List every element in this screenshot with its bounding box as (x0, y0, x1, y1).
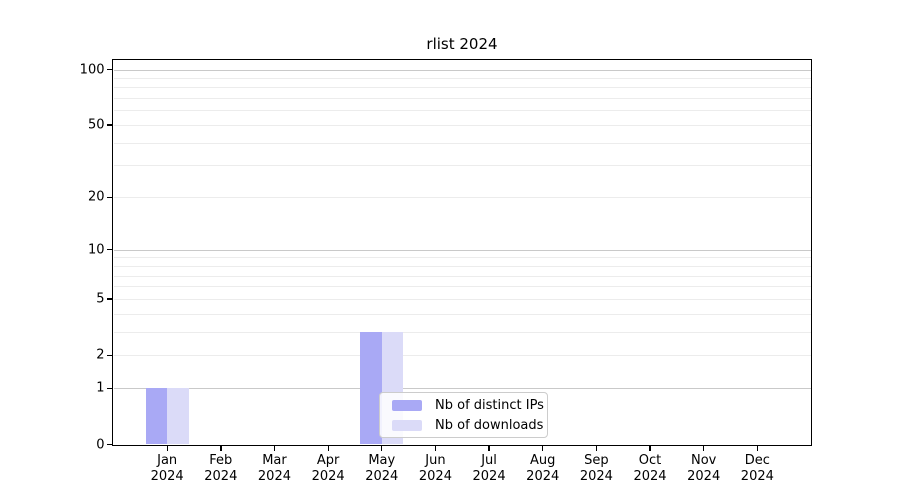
y-gridline-minor (113, 265, 811, 267)
x-tick-year: 2024 (633, 468, 667, 484)
x-tick-mark (434, 446, 437, 451)
x-tick-year: 2024 (418, 468, 452, 484)
x-tick-year: 2024 (579, 468, 613, 484)
x-tick-label: Dec 2024 (741, 453, 774, 485)
legend-row: Nb of downloads (388, 418, 543, 433)
y-gridline-minor (113, 77, 811, 79)
chart-title: rlist 2024 (426, 35, 498, 53)
y-gridline-minor (113, 355, 811, 357)
y-gridline-minor (113, 313, 811, 315)
x-tick-label: Oct 2024 (633, 453, 666, 485)
x-tick-year: 2024 (526, 468, 560, 484)
x-tick-label: Jan 2024 (151, 453, 184, 485)
y-tick-mark (107, 354, 113, 356)
x-tick-month: Sep (584, 452, 609, 468)
x-tick-mark (166, 446, 168, 451)
y-tick-mark (107, 196, 113, 198)
x-tick-year: 2024 (204, 468, 238, 484)
x-tick-label: May 2024 (365, 453, 398, 485)
y-gridline-minor (113, 257, 811, 259)
legend-row: Nb of distinct IPs (388, 398, 544, 413)
y-tick-label: 2 (96, 347, 105, 363)
x-tick-mark (220, 446, 222, 451)
y-tick-label: 1 (96, 380, 105, 396)
x-tick-mark (327, 446, 329, 451)
y-gridline-major (113, 249, 811, 251)
legend-label: Nb of distinct IPs (435, 397, 544, 413)
x-tick-label: Apr 2024 (312, 453, 345, 485)
y-tick-label: 10 (87, 242, 105, 258)
x-tick-label: Sep 2024 (580, 453, 613, 485)
x-tick-year: 2024 (365, 468, 399, 484)
x-tick-year: 2024 (311, 468, 345, 484)
y-gridline-major (113, 388, 811, 390)
y-tick-label: 50 (87, 117, 105, 133)
x-tick-year: 2024 (150, 468, 184, 484)
x-tick-label: Feb 2024 (204, 453, 237, 485)
x-tick-mark (381, 446, 383, 451)
x-tick-mark (756, 446, 759, 451)
x-tick-month: Dec (744, 452, 770, 468)
x-tick-label: Aug 2024 (526, 453, 559, 485)
y-gridline-minor (113, 197, 811, 199)
x-tick-month: Mar (262, 452, 287, 468)
bar-nb-of-distinct-ips (145, 388, 168, 445)
y-gridline-minor (113, 331, 811, 333)
x-tick-mark (542, 446, 544, 451)
x-tick-year: 2024 (472, 468, 506, 484)
x-tick-mark (649, 446, 651, 451)
x-tick-year: 2024 (740, 468, 774, 484)
y-gridline-minor (113, 298, 811, 300)
x-tick-mark (488, 446, 490, 451)
y-gridline-minor (113, 110, 811, 112)
bar-nb-of-downloads (167, 388, 189, 445)
y-tick-mark (107, 298, 113, 300)
y-tick-mark (107, 124, 113, 126)
x-tick-year: 2024 (687, 468, 721, 484)
legend-swatch (392, 399, 422, 411)
legend-swatch (392, 419, 422, 431)
x-tick-month: Aug (530, 452, 556, 468)
x-tick-mark (273, 446, 276, 451)
x-tick-label: Mar 2024 (258, 453, 291, 485)
x-tick-month: Nov (691, 452, 717, 468)
x-tick-label: Jun 2024 (419, 453, 452, 485)
y-tick-mark (107, 387, 113, 389)
y-tick-mark (107, 68, 113, 71)
x-tick-label: Jul 2024 (473, 453, 506, 485)
x-tick-month: Jul (481, 452, 497, 468)
x-tick-year: 2024 (257, 468, 291, 484)
x-tick-month: Feb (209, 452, 233, 468)
x-tick-month: Apr (316, 452, 340, 468)
y-tick-mark (107, 249, 113, 251)
x-tick-mark (703, 446, 705, 451)
x-tick-month: Oct (638, 452, 662, 468)
y-tick-label: 20 (87, 189, 105, 205)
x-tick-month: Jan (157, 452, 178, 468)
y-tick-label: 100 (79, 62, 105, 77)
x-tick-month: Jun (425, 452, 446, 468)
x-tick-label: Nov 2024 (687, 453, 720, 485)
y-gridline-minor (113, 125, 811, 127)
bar-nb-of-distinct-ips (360, 331, 382, 445)
chart-legend: Nb of distinct IPs Nb of downloads (379, 392, 548, 438)
y-tick-label: 5 (96, 291, 105, 307)
x-tick-mark (595, 446, 598, 451)
y-gridline-minor (113, 165, 811, 167)
y-gridline-minor (113, 98, 811, 100)
y-tick-label: 0 (96, 437, 105, 452)
legend-label: Nb of downloads (435, 417, 544, 433)
y-tick-mark (107, 443, 113, 446)
y-gridline-minor (113, 286, 811, 288)
y-gridline-minor (113, 142, 811, 144)
x-tick-month: May (368, 452, 396, 468)
y-gridline-major (113, 69, 811, 71)
y-gridline-minor (113, 87, 811, 89)
y-gridline-minor (113, 275, 811, 277)
